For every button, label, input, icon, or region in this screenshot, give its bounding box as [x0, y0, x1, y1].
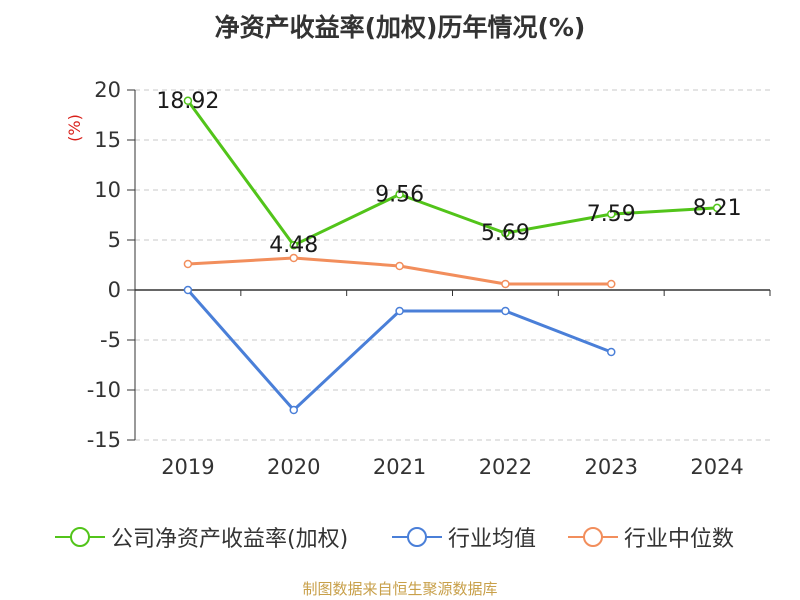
data-point	[607, 279, 616, 289]
y-tick-label: -10	[87, 378, 121, 402]
x-tick-label: 2022	[479, 455, 532, 479]
data-point	[607, 209, 616, 219]
y-tick-label: -15	[87, 428, 121, 452]
chart-title: 净资产收益率(加权)历年情况(%)	[214, 13, 586, 42]
series-layer	[183, 96, 722, 415]
data-point	[289, 405, 298, 415]
data-point	[183, 285, 193, 295]
grid-layer	[135, 89, 770, 441]
data-label: 5.69	[481, 221, 530, 246]
data-point	[712, 203, 722, 213]
data-point	[183, 96, 193, 106]
data-point	[289, 240, 298, 250]
y-tick-label: 5	[108, 228, 121, 252]
x-tick-label: 2024	[690, 455, 743, 479]
data-label: 8.21	[693, 196, 742, 221]
axis-layer: 20 15 10 5 0 -5 -10 -15 2019 2020 2021 2022 2023 2024…	[65, 78, 771, 479]
data-point	[395, 261, 404, 271]
data-point	[395, 306, 404, 316]
data-label: 4.48	[269, 233, 318, 258]
legend-line-circle-icon	[392, 523, 442, 551]
legend-label: 行业中位数	[624, 527, 735, 552]
x-tick-label: 2020	[267, 455, 320, 479]
data-label: 9.56	[375, 182, 424, 207]
data-label: 7.59	[587, 202, 636, 227]
legend-label: 公司净资产收益率(加权)	[111, 527, 349, 552]
legend-item-company-roe[interactable]: 公司净资产收益率(加权)	[55, 523, 349, 552]
source-note: 制图数据来自恒生聚源数据库	[302, 580, 498, 598]
x-tick-label: 2023	[585, 455, 638, 479]
legend-item-industry-mean[interactable]: 行业均值	[392, 523, 537, 552]
x-tick-label: 2019	[161, 455, 214, 479]
y-axis-label: (%)	[65, 114, 84, 142]
data-point	[607, 347, 616, 357]
legend-label: 行业均值	[448, 527, 537, 552]
y-tick-label: 20	[94, 78, 121, 102]
series-line	[186, 99, 718, 247]
label-layer: 18.92 4.48 9.56 5.69 7.59 8.21	[156, 89, 741, 258]
data-point	[289, 253, 298, 263]
data-label: 18.92	[156, 89, 219, 114]
data-point	[395, 190, 404, 199]
legend-item-industry-median[interactable]: 行业中位数	[568, 523, 735, 552]
x-tick-label: 2021	[373, 455, 426, 479]
data-point	[501, 279, 510, 289]
data-point	[501, 228, 510, 238]
y-tick-label: 0	[108, 278, 121, 302]
data-point	[501, 306, 510, 316]
y-tick-label: 15	[94, 128, 121, 152]
data-point	[183, 259, 193, 269]
legend-line-circle-icon	[568, 523, 618, 551]
y-tick-label: 10	[94, 178, 121, 202]
y-tick-label: -5	[100, 328, 121, 352]
legend-line-circle-icon	[55, 523, 105, 551]
